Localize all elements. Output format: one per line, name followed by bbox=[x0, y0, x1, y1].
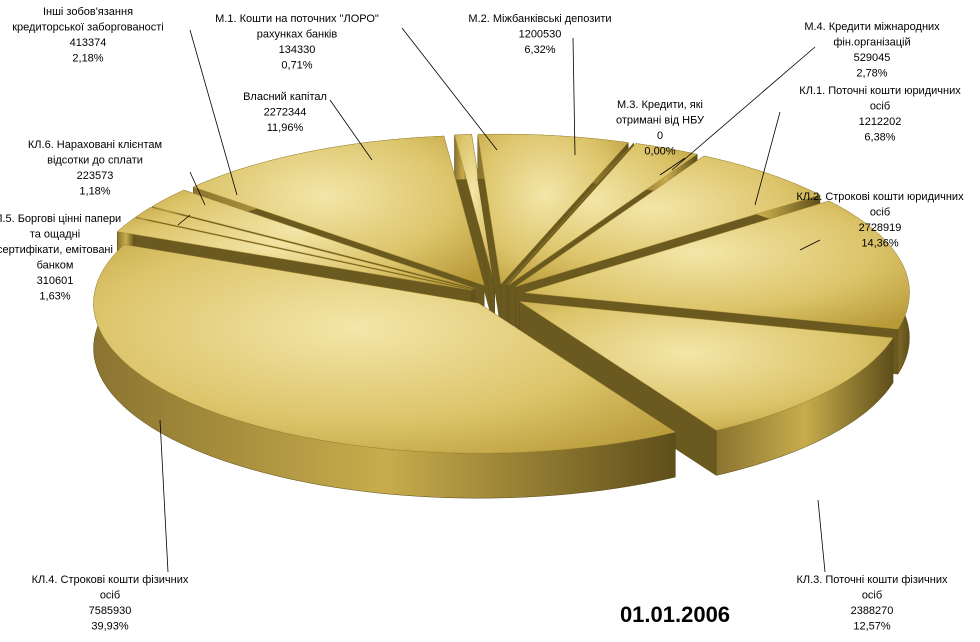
slice-value: 1200530 bbox=[519, 29, 562, 41]
pie bbox=[93, 133, 910, 499]
slice bbox=[151, 189, 475, 289]
leader-line bbox=[817, 499, 826, 573]
slice-label: фін.організацій bbox=[833, 37, 910, 49]
slice-label: рахунках банків bbox=[257, 29, 338, 41]
slice-label: кредиторської заборгованості bbox=[12, 22, 164, 34]
slice-label: КЛ.6. Нараховані клієнтам bbox=[28, 139, 162, 151]
slice-label: осіб bbox=[870, 207, 890, 219]
slice-percent: 14,36% bbox=[861, 238, 899, 250]
slice-value: 529045 bbox=[854, 52, 891, 64]
slice-percent: 6,38% bbox=[864, 132, 895, 144]
leader-line bbox=[159, 419, 169, 573]
leader-line bbox=[189, 171, 206, 206]
slice-label: КЛ.4. Строкові кошти фізичних bbox=[32, 574, 189, 586]
slice-label: та ощадні bbox=[30, 229, 80, 241]
slice-percent: 11,96% bbox=[267, 122, 304, 134]
leader-line bbox=[329, 99, 373, 161]
slice-percent: 2,78% bbox=[856, 68, 887, 80]
slice bbox=[524, 200, 910, 330]
slice-value: 2388270 bbox=[851, 605, 894, 617]
slice-percent: 0,00% bbox=[644, 146, 675, 158]
labels: М.2. Міжбанківські депозити 1200530 6,32% М… bbox=[0, 6, 964, 633]
slice-percent: 6,32% bbox=[524, 44, 555, 56]
slice bbox=[93, 244, 676, 454]
slice-label: відсотки до сплати bbox=[47, 155, 143, 167]
slice-label: М.2. Міжбанківські депозити bbox=[468, 13, 611, 25]
slice-label: осіб bbox=[870, 101, 890, 113]
slice-label: осіб bbox=[862, 590, 882, 602]
leader-line bbox=[659, 157, 686, 176]
slice-label: М.4. Кредити міжнародних bbox=[804, 21, 940, 33]
slice-label: КЛ.5. Боргові цінні папери bbox=[0, 213, 121, 225]
slice bbox=[135, 207, 474, 290]
slice bbox=[506, 142, 634, 285]
slice-label: КЛ.1. Поточні кошти юридичних bbox=[799, 85, 961, 97]
slice bbox=[116, 217, 472, 291]
slice bbox=[454, 134, 495, 285]
slice bbox=[477, 133, 629, 285]
slice-label: М.3. Кредити, які bbox=[617, 99, 703, 111]
slice-label: М.1. Кошти на поточних "ЛОРО" bbox=[215, 13, 379, 25]
slice-value: 7585930 bbox=[89, 605, 132, 617]
slice-label: Інші зобов'язання bbox=[43, 6, 133, 18]
leader-line bbox=[572, 37, 576, 156]
slice bbox=[515, 155, 821, 287]
slice-label: КЛ.3. Поточні кошти фізичних bbox=[796, 574, 948, 586]
leader-line bbox=[401, 27, 498, 151]
slice-percent: 12,57% bbox=[853, 621, 891, 633]
slice-value: 134330 bbox=[279, 44, 316, 56]
leader-line bbox=[799, 239, 821, 251]
slice-label: банком bbox=[37, 260, 74, 272]
slice-value: 223573 bbox=[77, 170, 114, 182]
slice-percent: 2,18% bbox=[72, 53, 103, 65]
slice-label: сертифікати, емітовані bbox=[0, 244, 113, 256]
slice-value: 0 bbox=[657, 130, 663, 142]
slice-percent: 1,18% bbox=[79, 186, 110, 198]
slice-label: отримані від НБУ bbox=[616, 115, 705, 127]
slice-percent: 39,93% bbox=[91, 621, 129, 633]
slice-label: Власний капітал bbox=[243, 91, 327, 103]
slice bbox=[519, 301, 894, 431]
slice bbox=[508, 143, 698, 286]
slice-value: 413374 bbox=[70, 37, 107, 49]
slice-value: 1212202 bbox=[859, 116, 902, 128]
slice-value: 2728919 bbox=[859, 222, 902, 234]
slice-label: КЛ.2. Строкові кошти юридичних bbox=[796, 191, 964, 203]
slice-value: 310601 bbox=[37, 275, 74, 287]
slice bbox=[192, 135, 485, 286]
leader-line bbox=[189, 29, 238, 196]
date-annotation: 01.01.2006 bbox=[620, 602, 730, 627]
slice-value: 2272344 bbox=[264, 107, 307, 119]
slice-percent: 0,71% bbox=[281, 60, 312, 72]
leader-line bbox=[177, 214, 191, 226]
leader-line bbox=[671, 46, 816, 171]
slice-label: осіб bbox=[100, 590, 120, 602]
slice-percent: 1,63% bbox=[39, 291, 70, 303]
leader-line bbox=[754, 111, 781, 206]
